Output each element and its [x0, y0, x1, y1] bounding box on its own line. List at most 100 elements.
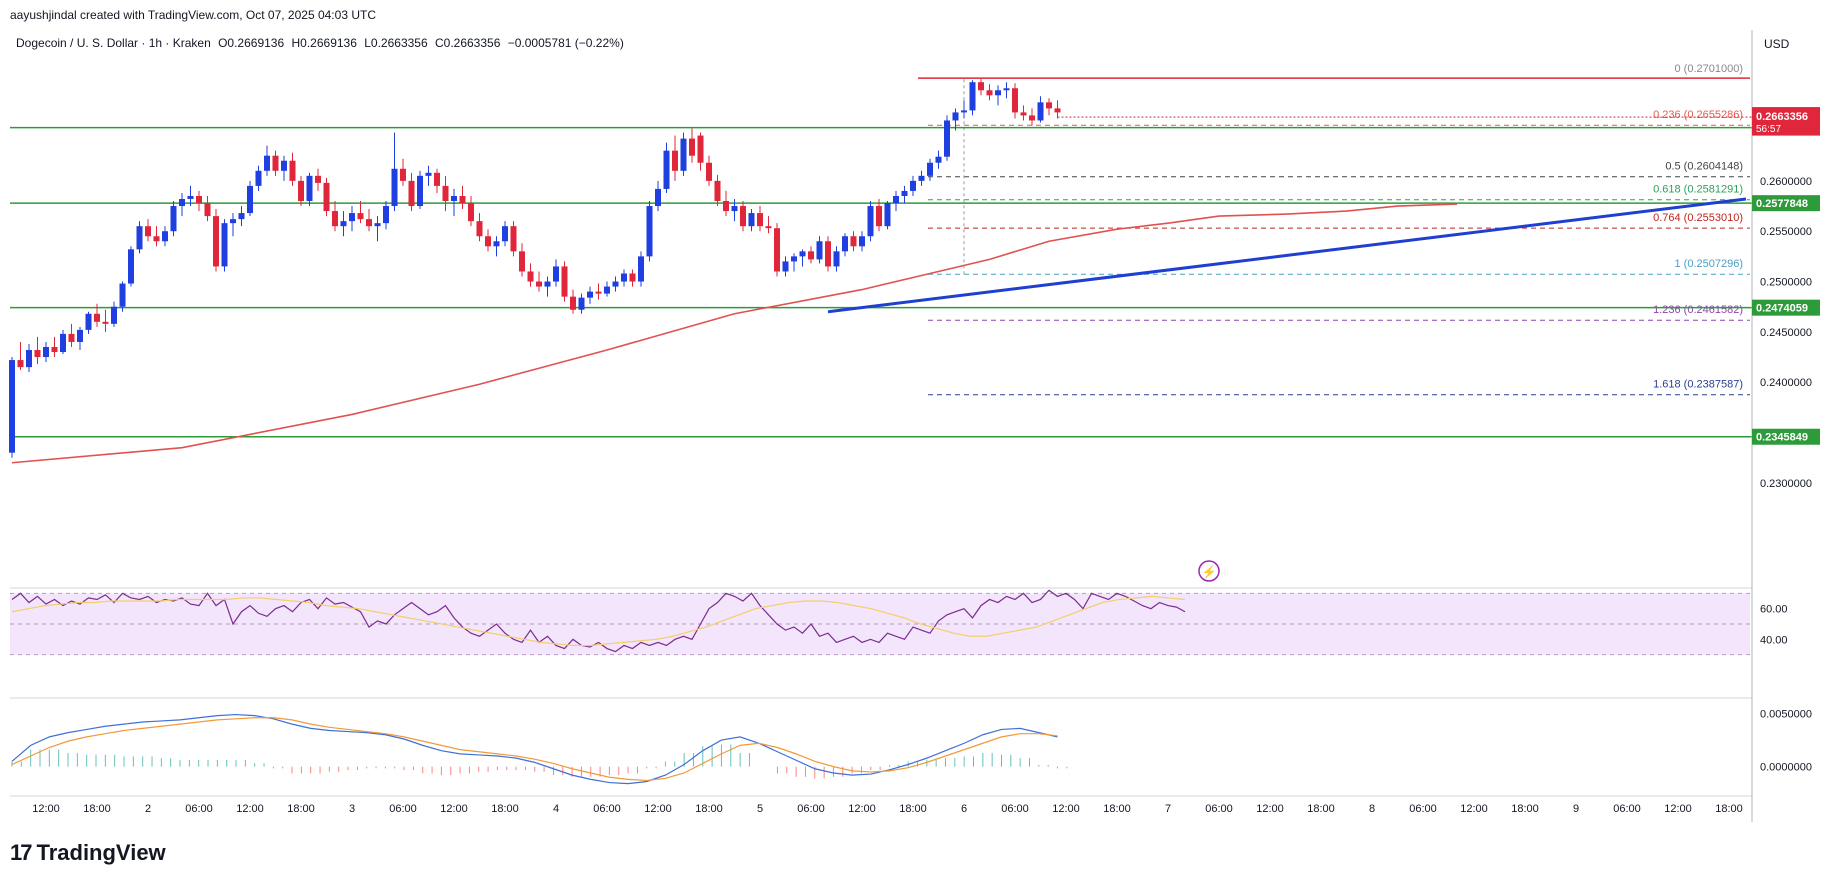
- candle-body: [595, 291, 602, 294]
- candle-body: [689, 138, 695, 156]
- candle-body: [340, 221, 347, 227]
- price-tick-label: 0.2450000: [1760, 327, 1812, 339]
- time-tick-label: 06:00: [1001, 803, 1029, 815]
- axes: ⚡: [10, 30, 1753, 822]
- time-tick-label: 12:00: [1052, 803, 1080, 815]
- candle-body: [995, 90, 1001, 96]
- candle-body: [1003, 88, 1010, 91]
- time-tick-label: 06:00: [593, 803, 621, 815]
- candle-body: [731, 206, 738, 212]
- candle-body: [706, 162, 712, 181]
- candle-body: [604, 286, 610, 294]
- candle-body: [17, 360, 24, 368]
- candle-body: [60, 333, 66, 353]
- lightning-icon: [1198, 560, 1220, 582]
- candle-body: [9, 360, 15, 453]
- candle-body: [884, 203, 891, 227]
- candle-body: [1046, 102, 1052, 109]
- fib-level-label: 0.236 (0.2655286): [1653, 109, 1743, 121]
- time-tick-label: 18:00: [899, 803, 927, 815]
- tradingview-logo-icon: 17: [10, 840, 33, 865]
- fib-level-label: 0.5 (0.2604148): [1665, 161, 1743, 173]
- price-change: −0.0005781 (−0.22%): [507, 36, 624, 50]
- candle-body: [187, 195, 194, 199]
- time-tick-label: 6: [961, 803, 967, 815]
- candle-body: [578, 297, 585, 310]
- time-tick-label: 06:00: [797, 803, 825, 815]
- candle-body: [264, 155, 270, 171]
- candle-body: [672, 150, 678, 171]
- time-tick-label: 18:00: [1511, 803, 1539, 815]
- candle-body: [238, 213, 245, 220]
- candle-body: [536, 281, 542, 287]
- candle-body: [459, 195, 466, 204]
- countdown-label: 56:57: [1756, 124, 1781, 135]
- candle-body: [442, 185, 449, 202]
- candle-body: [978, 82, 984, 91]
- candle-body: [170, 206, 177, 232]
- price-tick-label: 0.2550000: [1760, 226, 1812, 238]
- currency-label[interactable]: USD: [1764, 37, 1790, 51]
- candle-body: [289, 160, 296, 181]
- rsi-tick-label: 60.00: [1760, 604, 1788, 616]
- candle-body: [391, 168, 398, 207]
- candle-body: [51, 346, 58, 353]
- candle-body: [374, 223, 381, 227]
- candle-body: [425, 172, 432, 176]
- price-tick-label: 0.2600000: [1760, 176, 1812, 188]
- candle-body: [408, 180, 415, 207]
- macd-tick-label: 0.0000000: [1760, 762, 1812, 774]
- candle-body: [952, 112, 959, 121]
- candle-body: [561, 266, 568, 297]
- candle-body: [323, 182, 330, 212]
- candle-body: [655, 188, 661, 207]
- candle-body: [1054, 108, 1061, 113]
- candle-body: [944, 120, 950, 157]
- candle-body: [791, 256, 797, 262]
- brand-name: TradingView: [36, 840, 166, 865]
- time-tick-label: 8: [1369, 803, 1375, 815]
- candle-body: [850, 236, 857, 247]
- candle-body: [468, 203, 474, 222]
- candle-body: [1012, 88, 1018, 113]
- time-tick-label: 12:00: [236, 803, 264, 815]
- candle-body: [782, 261, 789, 272]
- symbol-header: Dogecoin / U. S. Dollar · 1h · Kraken O0…: [16, 36, 628, 50]
- candle-body: [519, 251, 525, 272]
- candle-body: [893, 195, 899, 204]
- candle-body: [1037, 102, 1044, 121]
- candle-body: [383, 206, 389, 224]
- candle-body: [638, 256, 644, 282]
- fib-level-label: 0 (0.2701000): [1675, 63, 1744, 75]
- candle-body: [451, 195, 457, 202]
- time-tick-label: 12:00: [32, 803, 60, 815]
- candle-body: [842, 236, 848, 252]
- candle-body: [281, 160, 287, 171]
- ohlc-open: O0.2669136: [218, 36, 285, 50]
- candle-body: [179, 198, 185, 207]
- candle-body: [816, 241, 823, 260]
- rsi-band: [10, 592, 1750, 656]
- candle-body: [315, 175, 321, 183]
- time-tick-label: 18:00: [491, 803, 519, 815]
- candle-body: [969, 82, 976, 111]
- trendline: [827, 197, 1747, 314]
- candle-body: [1020, 112, 1027, 116]
- time-tick-label: 06:00: [1205, 803, 1233, 815]
- candle-body: [94, 313, 100, 322]
- tradingview-brand[interactable]: 17 TradingView: [10, 840, 166, 866]
- candle-body: [357, 213, 364, 220]
- time-tick-label: 12:00: [1256, 803, 1284, 815]
- candle-body: [493, 241, 500, 247]
- fibonacci-retracement: 0 (0.2701000) 0.236 (0.2655286) 0.5 (0.260…: [928, 63, 1750, 396]
- ohlc-close: C0.2663356: [434, 36, 501, 50]
- candle-body: [332, 211, 338, 227]
- candle-body: [26, 350, 32, 368]
- support-price-tag: [1752, 299, 1820, 316]
- time-tick-label: 7: [1165, 803, 1171, 815]
- time-tick-label: 12:00: [848, 803, 876, 815]
- support-price-label: 0.2345849: [1756, 432, 1808, 444]
- candle-body: [400, 168, 406, 181]
- symbol-name[interactable]: Dogecoin / U. S. Dollar · 1h · Kraken: [16, 36, 211, 50]
